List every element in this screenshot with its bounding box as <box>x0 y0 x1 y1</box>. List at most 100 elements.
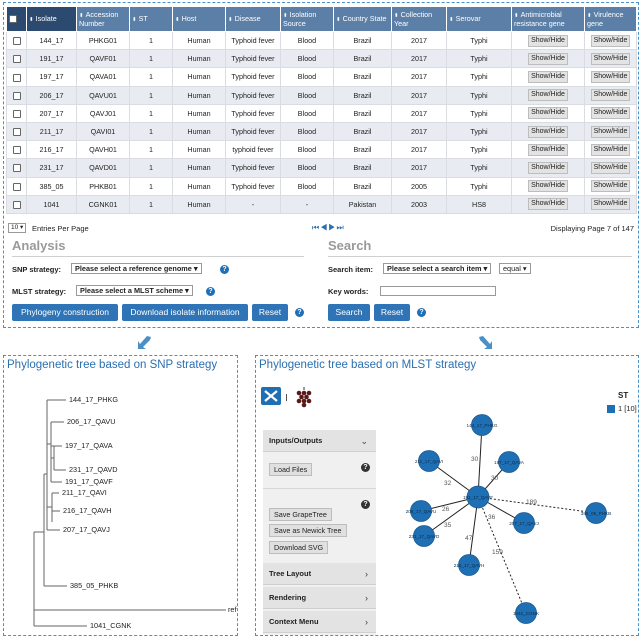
column-header[interactable]: ⬍ Isolate <box>26 6 77 32</box>
table-row[interactable]: 144_17 PHKG01 1 Human Typhoid fever Blood Braz… <box>6 30 637 51</box>
show-hide-button[interactable]: Show/Hide <box>590 198 631 211</box>
phylogeny-construction-button[interactable]: Phylogeny construction <box>12 304 118 321</box>
entries-per-page-select[interactable]: 10 ▾ <box>8 223 27 233</box>
table-row[interactable]: 197_17 QAVA01 1 Human Typhoid fever Blood Braz… <box>6 67 637 87</box>
column-header[interactable]: ⬍ Country State <box>333 6 392 32</box>
save-newick-button[interactable]: Save as Newick Tree <box>269 524 347 537</box>
tree-layout-header[interactable]: Tree Layout › <box>263 563 376 585</box>
table-row[interactable]: 385_05 PHKB01 1 Human Typhoid fever Blood Braz… <box>6 176 637 196</box>
key-words-input[interactable] <box>380 286 496 296</box>
node-center[interactable] <box>466 485 490 509</box>
load-files-help-icon[interactable]: ? <box>361 463 370 472</box>
load-files-button[interactable]: Load Files <box>269 463 313 476</box>
show-hide-button[interactable]: Show/Hide <box>528 70 568 83</box>
save-help-icon[interactable]: ? <box>361 500 370 509</box>
show-hide-button[interactable]: Show/Hide <box>590 89 631 102</box>
row-select-cell[interactable] <box>6 49 27 69</box>
row-select-cell[interactable] <box>6 67 27 87</box>
sort-icon[interactable]: ⬍ <box>132 16 137 23</box>
snp-help-icon[interactable]: ? <box>220 265 229 274</box>
select-all-checkbox[interactable] <box>9 15 17 24</box>
show-hide-button[interactable]: Show/Hide <box>528 52 568 65</box>
table-row[interactable]: 216_17 QAVH01 1 Human typhoid fever Blood Braz… <box>6 140 637 160</box>
search-operator-select[interactable]: equal ▾ <box>499 263 531 274</box>
snp-strategy-select[interactable]: Please select a reference genome ▾ <box>71 263 202 274</box>
sort-icon[interactable]: ⬍ <box>514 12 519 19</box>
show-hide-button[interactable]: Show/Hide <box>528 198 568 211</box>
show-hide-button[interactable]: Show/Hide <box>590 180 631 193</box>
show-hide-button[interactable]: Show/Hide <box>528 180 568 193</box>
column-header[interactable]: ⬍ Serovar <box>446 6 512 32</box>
pagination-arrows[interactable]: ⏮◀▶⏭ <box>312 223 345 232</box>
buttons-help-icon[interactable]: ? <box>295 308 304 317</box>
row-checkbox[interactable] <box>12 164 21 173</box>
column-header[interactable]: ⬍ Disease <box>225 6 281 32</box>
table-row[interactable]: 1041 CGNK01 1 Human - - Pakistan 2003 HS8 Show/Hi… <box>6 194 637 214</box>
row-select-cell[interactable] <box>6 176 27 196</box>
sort-icon[interactable]: ⬍ <box>283 12 288 19</box>
sort-icon[interactable]: ⬍ <box>79 12 84 19</box>
download-isolate-info-button[interactable]: Download isolate information <box>122 304 248 321</box>
select-all-header[interactable] <box>6 6 27 32</box>
show-hide-button[interactable]: Show/Hide <box>590 161 631 174</box>
table-row[interactable]: 191_17 QAVF01 1 Human Typhoid fever Blood Braz… <box>6 49 637 69</box>
column-header[interactable]: ⬍ Virulence gene <box>584 6 637 32</box>
show-hide-button[interactable]: Show/Hide <box>528 107 568 120</box>
node-385[interactable] <box>585 502 607 524</box>
column-header[interactable]: ⬍ Host <box>172 6 226 32</box>
download-svg-button[interactable]: Download SVG <box>269 541 329 554</box>
column-header[interactable]: ⬍ Antimicrobial resistance gene <box>511 6 585 32</box>
row-checkbox[interactable] <box>12 182 21 191</box>
row-checkbox[interactable] <box>12 128 21 137</box>
row-checkbox[interactable] <box>12 146 21 155</box>
rendering-header[interactable]: Rendering › <box>263 587 376 609</box>
show-hide-button[interactable]: Show/Hide <box>590 143 631 156</box>
show-hide-button[interactable]: Show/Hide <box>590 70 631 83</box>
show-hide-button[interactable]: Show/Hide <box>528 161 568 174</box>
analysis-reset-button[interactable]: Reset <box>252 304 288 321</box>
show-hide-button[interactable]: Show/Hide <box>528 89 568 102</box>
column-header[interactable]: ⬍ Collection Year <box>391 6 447 32</box>
row-select-cell[interactable] <box>6 121 27 142</box>
show-hide-button[interactable]: Show/Hide <box>590 52 631 65</box>
row-checkbox[interactable] <box>12 55 21 64</box>
column-header[interactable]: ⬍ Isolation Source <box>280 6 334 32</box>
show-hide-button[interactable]: Show/Hide <box>590 107 631 120</box>
sort-icon[interactable]: ⬍ <box>449 16 454 23</box>
sort-icon[interactable]: ⬍ <box>587 12 592 19</box>
inputs-outputs-header[interactable]: Inputs/Outputs ⌄ <box>263 430 376 452</box>
show-hide-button[interactable]: Show/Hide <box>590 125 631 138</box>
row-select-cell[interactable] <box>6 158 27 178</box>
node-144[interactable] <box>471 414 493 436</box>
row-checkbox[interactable] <box>12 91 21 100</box>
show-hide-button[interactable]: Show/Hide <box>528 125 568 138</box>
sort-icon[interactable]: ⬍ <box>336 16 341 23</box>
search-item-select[interactable]: Please select a search item ▾ <box>383 263 492 274</box>
sort-icon[interactable]: ⬍ <box>29 16 34 23</box>
row-select-cell[interactable] <box>6 30 27 51</box>
row-checkbox[interactable] <box>12 200 21 209</box>
node-231[interactable] <box>413 525 435 547</box>
mlst-strategy-select[interactable]: Please select a MLST scheme ▾ <box>76 285 193 296</box>
search-button[interactable]: Search <box>328 304 370 321</box>
sort-icon[interactable]: ⬍ <box>228 16 233 23</box>
row-checkbox[interactable] <box>12 109 21 118</box>
node-206[interactable] <box>410 500 432 522</box>
search-help-icon[interactable]: ? <box>417 308 426 317</box>
sort-icon[interactable]: ⬍ <box>175 16 180 23</box>
table-row[interactable]: 211_17 QAVI01 1 Human Typhoid fever Blood Braz… <box>6 121 637 142</box>
node-216[interactable] <box>458 554 480 576</box>
node-211[interactable] <box>418 450 440 472</box>
table-row[interactable]: 231_17 QAVD01 1 Human Typhoid fever Blood Braz… <box>6 158 637 178</box>
table-row[interactable]: 206_17 QAVU01 1 Human Typhoid fever Blood Braz… <box>6 85 637 105</box>
show-hide-button[interactable]: Show/Hide <box>528 34 568 47</box>
save-grapetree-button[interactable]: Save GrapeTree <box>269 508 332 521</box>
row-select-cell[interactable] <box>6 103 27 123</box>
row-select-cell[interactable] <box>6 140 27 160</box>
row-select-cell[interactable] <box>6 85 27 105</box>
column-header[interactable]: ⬍ ST <box>129 6 173 32</box>
node-1041[interactable] <box>515 602 537 624</box>
node-197[interactable] <box>498 451 520 473</box>
row-checkbox[interactable] <box>12 37 21 46</box>
mlst-help-icon[interactable]: ? <box>206 287 215 296</box>
